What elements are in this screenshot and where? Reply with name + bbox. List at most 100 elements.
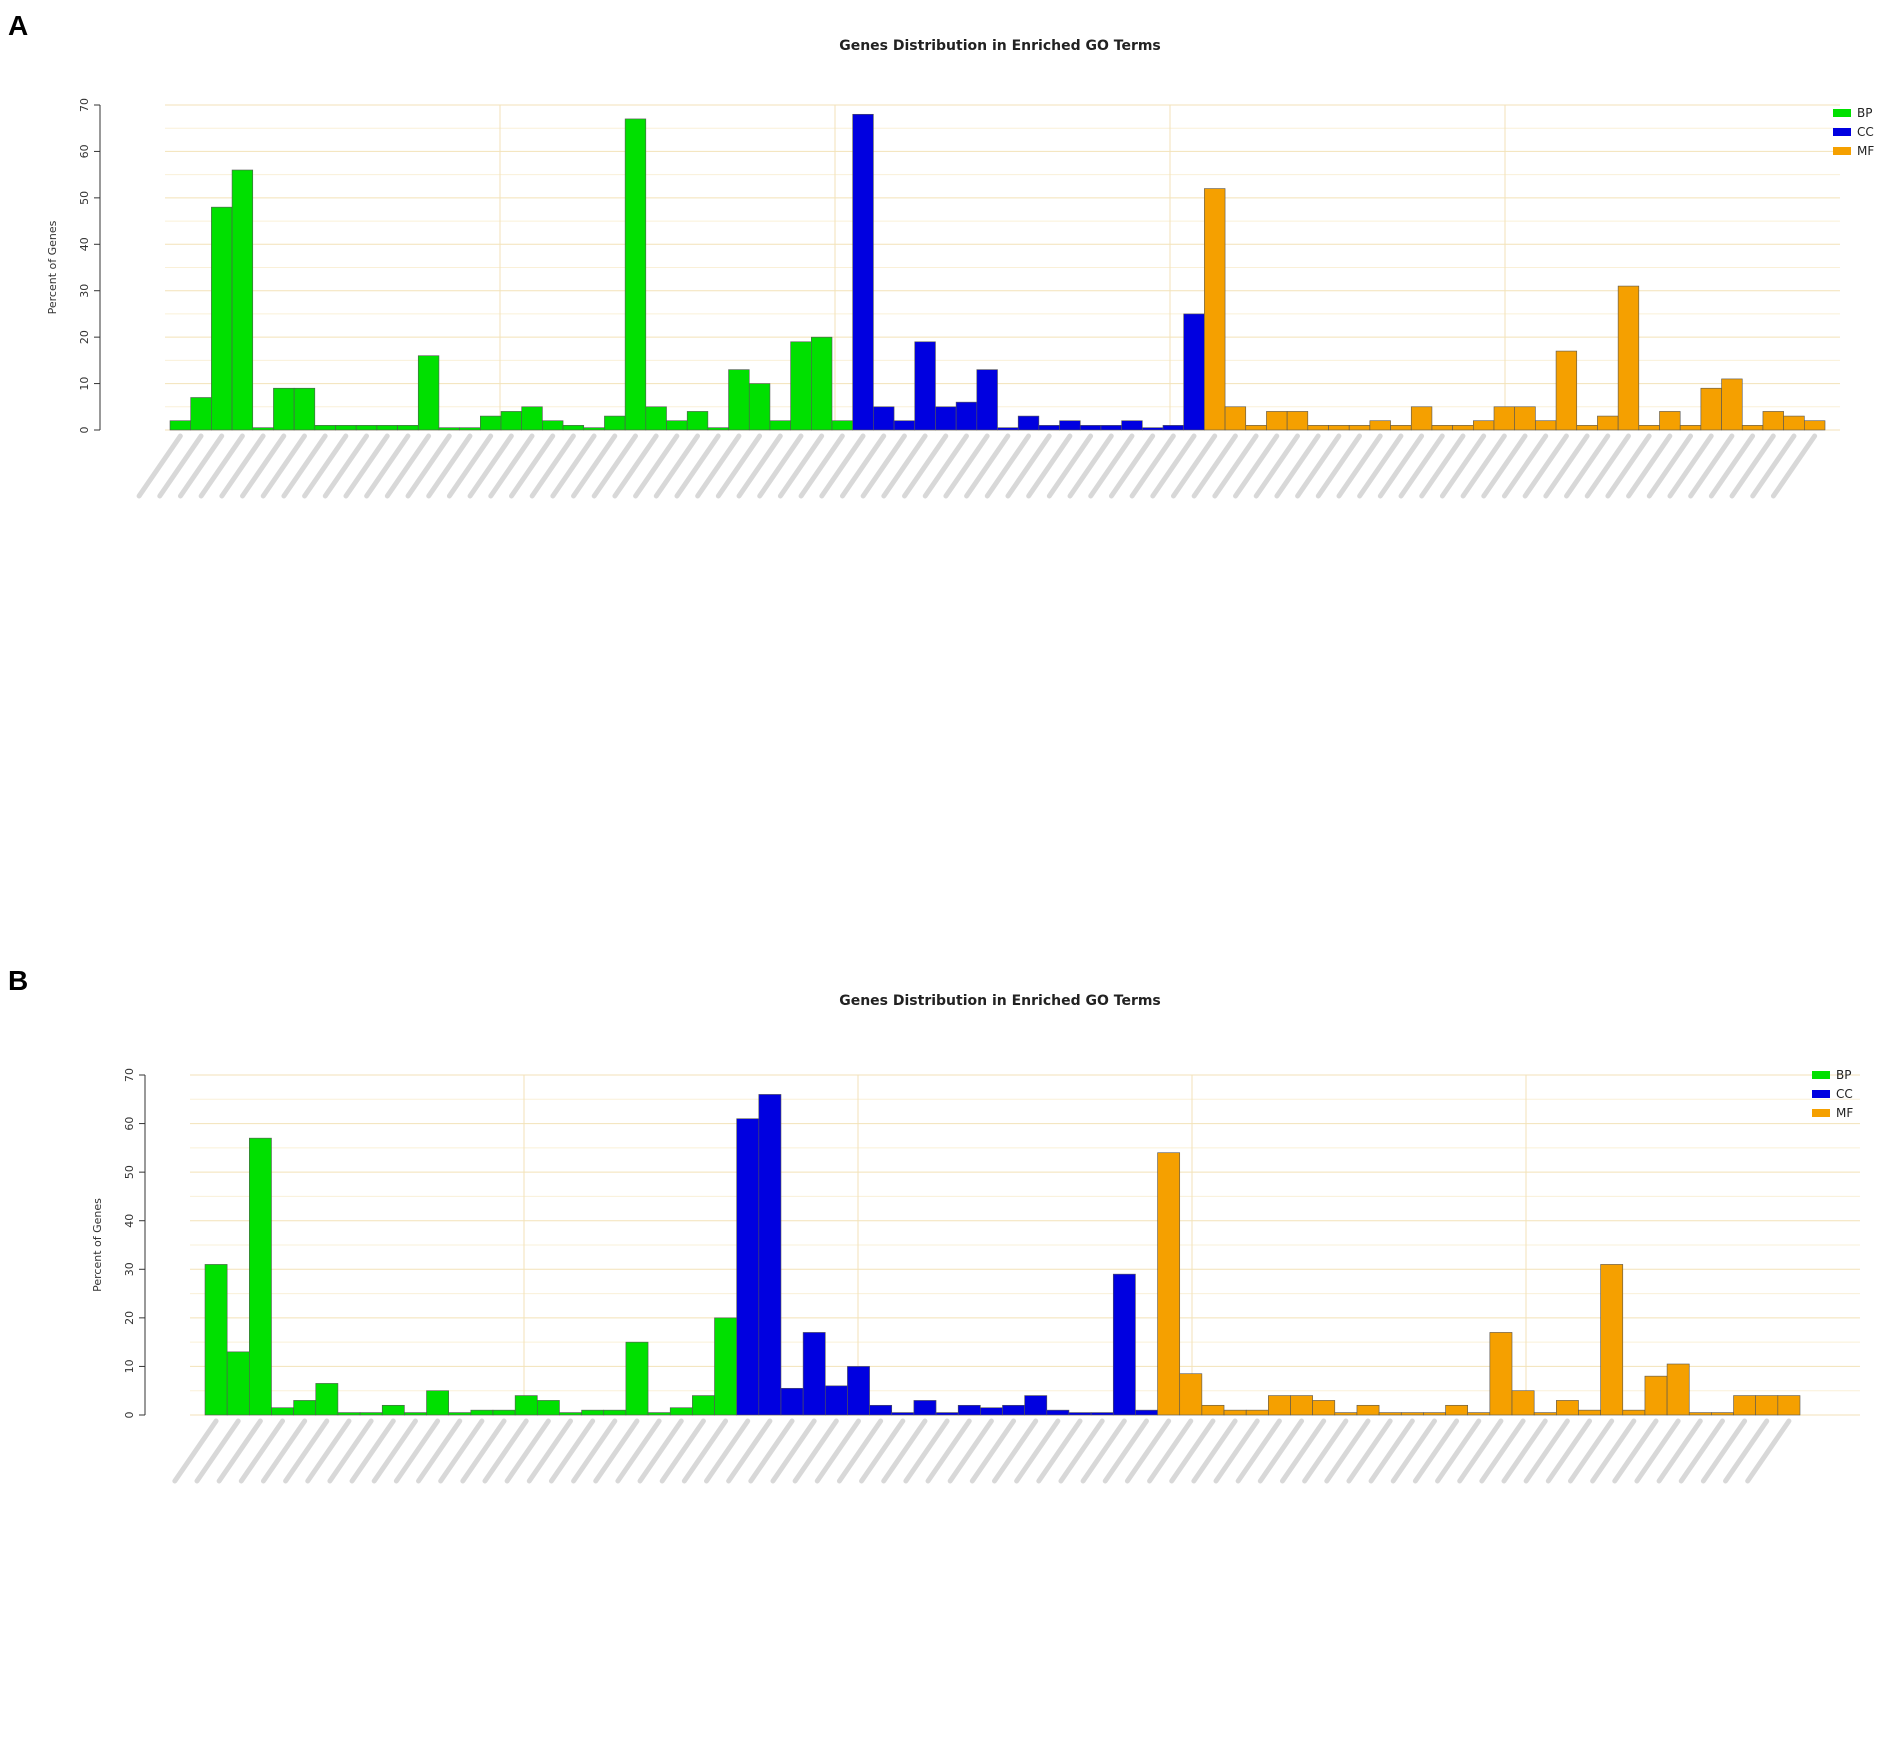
bar-cc <box>1183 313 1205 431</box>
bar-mf <box>1514 406 1536 431</box>
category-tick-label <box>177 433 225 499</box>
bar-bp <box>404 1412 427 1416</box>
bar-bp <box>273 387 295 431</box>
category-tick-label <box>384 433 432 499</box>
bar-cc <box>852 113 874 431</box>
bar-mf <box>1290 1395 1313 1416</box>
category-tick-label <box>633 433 680 499</box>
y-tick-label: 30 <box>78 284 91 298</box>
category-tick-label <box>1046 433 1094 499</box>
category-tick-label <box>1124 1418 1172 1484</box>
bar-mf <box>1700 387 1722 431</box>
legend-swatch-mf <box>1812 1109 1830 1117</box>
category-tick-label <box>1067 433 1114 499</box>
category-tick-label <box>426 433 473 499</box>
category-tick-label <box>1457 1418 1504 1484</box>
bar-bp <box>666 420 688 431</box>
category-tick-label <box>1590 1418 1637 1484</box>
category-tick-label <box>1723 1418 1770 1484</box>
category-tick-label <box>1688 433 1735 499</box>
bar-mf <box>1804 420 1826 431</box>
bar-cc <box>1112 1273 1136 1416</box>
category-tick-label <box>1412 1418 1460 1484</box>
bar-mf <box>1390 425 1412 431</box>
y-tick-label: 0 <box>123 1412 136 1419</box>
bar-mf <box>1762 411 1784 431</box>
category-tick-label <box>659 1418 706 1484</box>
bar-bp <box>624 118 647 431</box>
category-tick-label <box>302 433 349 499</box>
bar-cc <box>957 1404 981 1416</box>
category-tick-label <box>416 1418 463 1484</box>
bar-bp <box>252 427 274 431</box>
bar-mf <box>1622 1409 1646 1416</box>
bar-mf <box>1268 1395 1291 1416</box>
bar-bp <box>583 427 605 431</box>
bar-bp <box>448 1412 472 1416</box>
bar-mf <box>1431 425 1453 431</box>
category-tick-label <box>343 433 390 499</box>
category-tick-label <box>1656 1418 1703 1484</box>
legend-swatch-bp <box>1812 1071 1830 1079</box>
bar-mf <box>1400 1412 1424 1416</box>
category-tick-label <box>1564 433 1611 499</box>
bar-bp <box>645 406 667 431</box>
bar-bp <box>381 1404 405 1416</box>
bar-mf <box>1245 1409 1269 1416</box>
bar-mf <box>1556 1400 1579 1416</box>
bar-cc <box>1090 1412 1114 1416</box>
legend-label-mf: MF <box>1857 144 1874 158</box>
category-tick-label <box>305 1418 352 1484</box>
bar-bp <box>625 1341 649 1416</box>
bar-bp <box>335 425 357 431</box>
bar-mf <box>1201 1404 1225 1416</box>
bar-bp <box>417 355 440 431</box>
category-tick-label <box>1745 1418 1792 1484</box>
category-tick-label <box>947 1418 994 1484</box>
bar-cc <box>1002 1404 1025 1416</box>
y-tick-label: 10 <box>123 1359 136 1373</box>
category-tick-label <box>1435 1418 1482 1484</box>
bar-mf <box>1369 420 1391 431</box>
category-tick-label <box>612 433 659 499</box>
bar-bp <box>315 1383 339 1416</box>
bar-mf <box>1511 1390 1535 1416</box>
bar-bp <box>790 341 812 431</box>
bar-cc <box>914 341 936 431</box>
bar-mf <box>1157 1152 1181 1416</box>
category-tick-label <box>240 433 287 499</box>
category-tick-label <box>1543 433 1590 499</box>
legend-label-bp: BP <box>1857 106 1872 120</box>
bar-mf <box>1733 1395 1756 1416</box>
category-tick-label <box>157 433 204 499</box>
category-tick-label <box>902 433 949 499</box>
bar-cc <box>955 401 978 431</box>
bar-bp <box>190 397 212 431</box>
legend-swatch-cc <box>1812 1090 1830 1098</box>
category-tick-label <box>405 433 452 499</box>
bar-bp <box>426 1390 449 1416</box>
y-tick-label: 60 <box>78 144 91 158</box>
category-tick-label <box>238 1418 286 1484</box>
bar-bp <box>500 411 522 431</box>
category-tick-label <box>1729 433 1776 499</box>
category-tick-label <box>1522 433 1569 499</box>
category-tick-label <box>1274 433 1321 499</box>
bar-cc <box>847 1366 870 1416</box>
bar-mf <box>1600 1264 1624 1416</box>
category-tick-label <box>1646 433 1694 499</box>
bar-bp <box>562 425 585 431</box>
y-tick-label: 0 <box>78 427 91 434</box>
y-tick-label: 40 <box>78 237 91 251</box>
category-tick-label <box>371 1418 418 1484</box>
category-tick-label <box>1545 1418 1593 1484</box>
category-tick-label <box>1191 433 1238 499</box>
category-tick-label <box>1014 1418 1061 1484</box>
bar-mf <box>1423 1412 1446 1416</box>
bar-bp <box>480 415 502 431</box>
category-tick-label <box>1567 1418 1615 1484</box>
category-tick-label <box>327 1418 374 1484</box>
bar-cc <box>802 1332 826 1416</box>
category-tick-label <box>1169 1418 1216 1484</box>
category-tick-label <box>839 433 887 499</box>
